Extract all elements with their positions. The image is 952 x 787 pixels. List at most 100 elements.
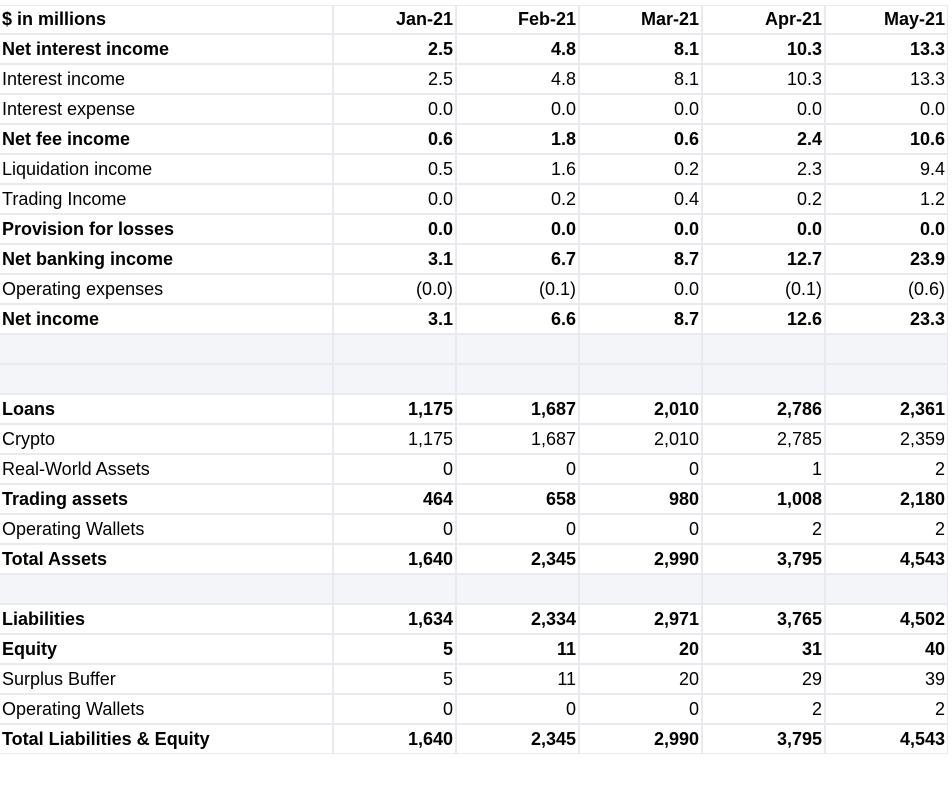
empty-cell xyxy=(703,365,824,393)
cell-value: 2,990 xyxy=(580,545,701,573)
cell-value: (0.6) xyxy=(826,275,947,303)
cell-value: 3,795 xyxy=(703,545,824,573)
cell-value: 0.6 xyxy=(580,125,701,153)
cell-value: 3,765 xyxy=(703,605,824,633)
row-label: Total Liabilities & Equity xyxy=(0,725,332,753)
cell-value: 0.2 xyxy=(703,185,824,213)
table-row-total-assets: Total Assets 1,640 2,345 2,990 3,795 4,543 xyxy=(0,545,947,573)
cell-value: 464 xyxy=(334,485,455,513)
row-label: Operating Wallets xyxy=(0,695,332,723)
cell-value: 2.4 xyxy=(703,125,824,153)
table-row-liquidation-income: Liquidation income 0.5 1.6 0.2 2.3 9.4 xyxy=(0,155,947,183)
cell-value: 0.0 xyxy=(334,215,455,243)
empty-cell xyxy=(0,575,332,603)
cell-value: 2,334 xyxy=(457,605,578,633)
cell-value: 1 xyxy=(703,455,824,483)
empty-cell xyxy=(334,365,455,393)
empty-cell xyxy=(334,335,455,363)
empty-cell xyxy=(580,365,701,393)
cell-value: 12.7 xyxy=(703,245,824,273)
cell-value: 1,640 xyxy=(334,725,455,753)
cell-value: 1,640 xyxy=(334,545,455,573)
cell-value: 6.7 xyxy=(457,245,578,273)
row-label: Equity xyxy=(0,635,332,663)
cell-value: 980 xyxy=(580,485,701,513)
cell-value: 2,971 xyxy=(580,605,701,633)
row-label: Provision for losses xyxy=(0,215,332,243)
cell-value: 1,175 xyxy=(334,395,455,423)
units-label: $ in millions xyxy=(0,6,332,33)
cell-value: 0.0 xyxy=(457,215,578,243)
table-row-liabilities: Liabilities 1,634 2,334 2,971 3,765 4,502 xyxy=(0,605,947,633)
table-row-surplus-buffer: Surplus Buffer 5 11 20 29 39 xyxy=(0,665,947,693)
table-row-real-world-assets: Real-World Assets 0 0 0 1 2 xyxy=(0,455,947,483)
row-label: Total Assets xyxy=(0,545,332,573)
cell-value: 0.5 xyxy=(334,155,455,183)
table-row-total-liabilities-equity: Total Liabilities & Equity 1,640 2,345 2,99… xyxy=(0,725,947,753)
table-row-loans: Loans 1,175 1,687 2,010 2,786 2,361 xyxy=(0,395,947,423)
cell-value: 0 xyxy=(334,455,455,483)
cell-value: 0.4 xyxy=(580,185,701,213)
row-label: Liabilities xyxy=(0,605,332,633)
cell-value: 2,010 xyxy=(580,425,701,453)
cell-value: 13.3 xyxy=(826,65,947,93)
table-row-net-banking-income: Net banking income 3.1 6.7 8.7 12.7 23.9 xyxy=(0,245,947,273)
cell-value: 2,990 xyxy=(580,725,701,753)
table-row-operating-wallets: Operating Wallets 0 0 0 2 2 xyxy=(0,515,947,543)
cell-value: 2,180 xyxy=(826,485,947,513)
cell-value: 2,345 xyxy=(457,545,578,573)
cell-value: 4.8 xyxy=(457,35,578,63)
cell-value: 11 xyxy=(457,665,578,693)
cell-value: 8.1 xyxy=(580,65,701,93)
row-label: Crypto xyxy=(0,425,332,453)
row-label: Operating Wallets xyxy=(0,515,332,543)
row-label: Net fee income xyxy=(0,125,332,153)
cell-value: 4,502 xyxy=(826,605,947,633)
cell-value: 23.3 xyxy=(826,305,947,333)
cell-value: 0.0 xyxy=(703,215,824,243)
cell-value: 0 xyxy=(457,455,578,483)
empty-cell xyxy=(826,335,947,363)
cell-value: 2 xyxy=(826,455,947,483)
cell-value: 0 xyxy=(580,695,701,723)
cell-value: 5 xyxy=(334,665,455,693)
cell-value: 29 xyxy=(703,665,824,693)
table-body: Net interest income 2.5 4.8 8.1 10.3 13.3 Inte… xyxy=(0,35,947,753)
cell-value: 4,543 xyxy=(826,545,947,573)
spacer-row xyxy=(0,335,947,363)
cell-value: 2 xyxy=(703,515,824,543)
cell-value: 2,359 xyxy=(826,425,947,453)
header-row: $ in millions Jan-21 Feb-21 Mar-21 Apr-2… xyxy=(0,6,947,33)
row-label: Surplus Buffer xyxy=(0,665,332,693)
table-row-net-income: Net income 3.1 6.6 8.7 12.6 23.3 xyxy=(0,305,947,333)
month-header: Apr-21 xyxy=(703,6,824,33)
cell-value: 4.8 xyxy=(457,65,578,93)
cell-value: 0 xyxy=(580,515,701,543)
table-row-operating-expenses: Operating expenses (0.0) (0.1) 0.0 (0.1) (0.6… xyxy=(0,275,947,303)
empty-cell xyxy=(334,575,455,603)
cell-value: 658 xyxy=(457,485,578,513)
cell-value: 0 xyxy=(457,515,578,543)
cell-value: 4,543 xyxy=(826,725,947,753)
row-label: Interest expense xyxy=(0,95,332,123)
month-header: May-21 xyxy=(826,6,947,33)
cell-value: 2 xyxy=(826,695,947,723)
cell-value: 0.0 xyxy=(703,95,824,123)
row-label: Operating expenses xyxy=(0,275,332,303)
cell-value: 2.3 xyxy=(703,155,824,183)
row-label: Liquidation income xyxy=(0,155,332,183)
empty-cell xyxy=(457,335,578,363)
cell-value: 10.6 xyxy=(826,125,947,153)
empty-cell xyxy=(0,335,332,363)
table-row-provision-for-losses: Provision for losses 0.0 0.0 0.0 0.0 0.0 xyxy=(0,215,947,243)
table-row-equity: Equity 5 11 20 31 40 xyxy=(0,635,947,663)
cell-value: 39 xyxy=(826,665,947,693)
table-row-operating-wallets: Operating Wallets 0 0 0 2 2 xyxy=(0,695,947,723)
table-row-interest-income: Interest income 2.5 4.8 8.1 10.3 13.3 xyxy=(0,65,947,93)
cell-value: 0.0 xyxy=(580,95,701,123)
financial-table: $ in millions Jan-21 Feb-21 Mar-21 Apr-2… xyxy=(0,4,949,755)
cell-value: 0 xyxy=(334,695,455,723)
cell-value: 1,008 xyxy=(703,485,824,513)
cell-value: 0 xyxy=(457,695,578,723)
cell-value: 2,785 xyxy=(703,425,824,453)
